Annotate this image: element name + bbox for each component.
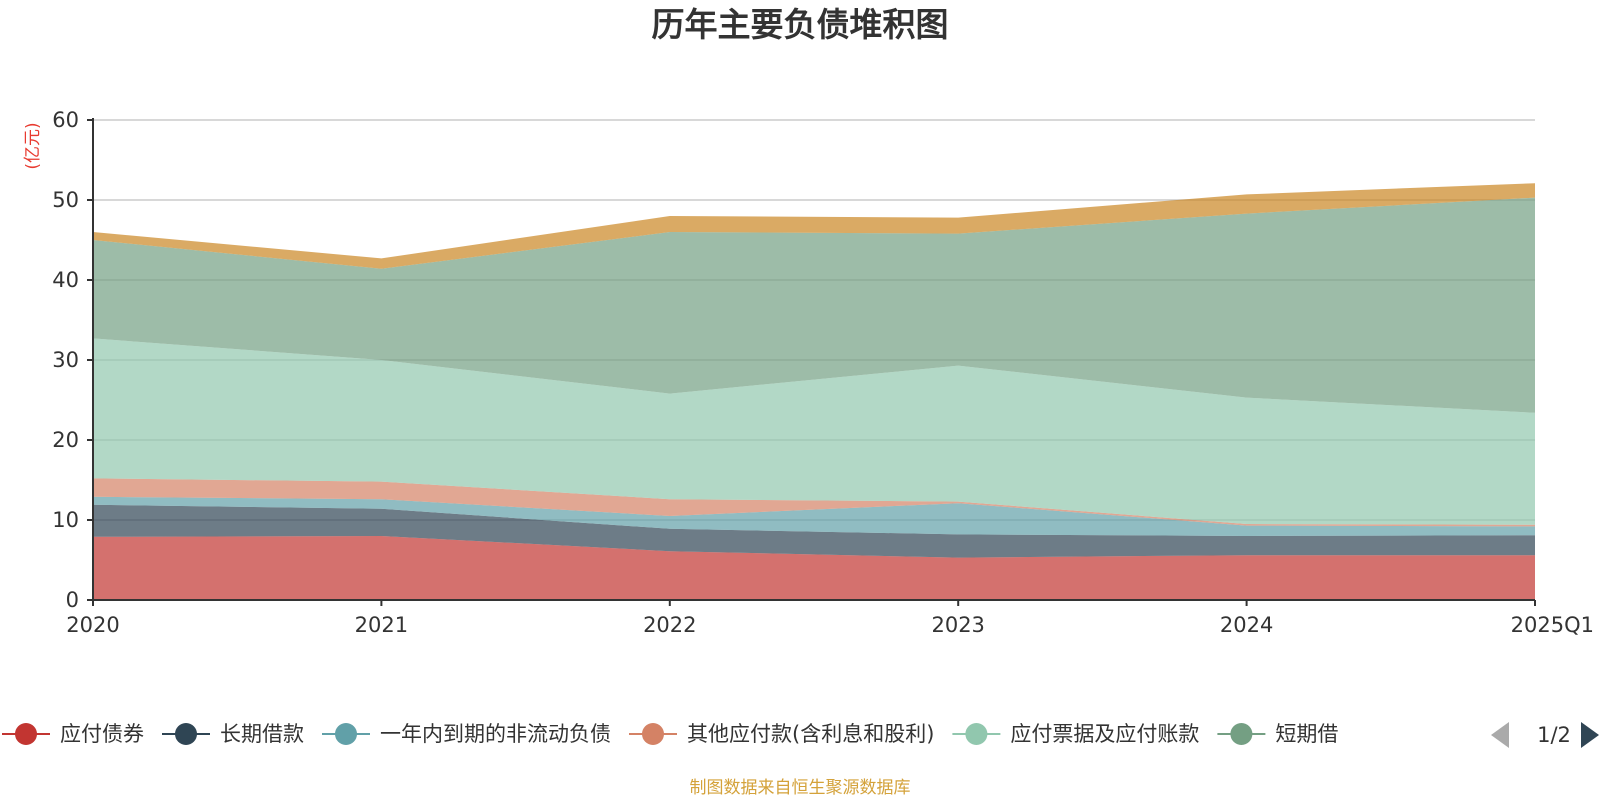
y-tick-label: 0 (66, 588, 79, 612)
y-tick-label: 50 (52, 188, 79, 212)
legend-marker (335, 723, 357, 745)
legend-label: 短期借 (1275, 722, 1338, 746)
legend-item[interactable]: 长期借款 (162, 722, 304, 746)
y-tick-label: 60 (52, 108, 79, 132)
area-series-group (93, 183, 1535, 600)
x-tick-label: 2024 (1220, 613, 1273, 637)
chart-title: 历年主要负债堆积图 (652, 5, 949, 44)
legend-item[interactable]: 应付票据及应付账款 (952, 722, 1199, 746)
legend-label: 应付票据及应付账款 (1010, 722, 1199, 746)
area-series-4 (93, 478, 1535, 527)
legend-next-page-icon[interactable] (1581, 722, 1599, 748)
area-series-1 (93, 536, 1535, 600)
source-note: 制图数据来自恒生聚源数据库 (690, 778, 911, 798)
x-tick-label: 2021 (355, 613, 408, 637)
legend-item[interactable]: 一年内到期的非流动负债 (322, 722, 611, 746)
area-series-2 (93, 504, 1535, 558)
area-series-5 (93, 338, 1535, 525)
legend-marker (642, 723, 664, 745)
axes: 0 10 20 30 40 50 60 2020 2021 2022 2023 2024 2025Q1 (52, 108, 1594, 637)
legend-pager: 1/2 (1491, 722, 1599, 748)
legend-marker (1230, 723, 1253, 745)
y-tick-label: 40 (52, 268, 79, 292)
area-series-7 (93, 183, 1535, 269)
legend-item[interactable]: 短期借 (1217, 722, 1338, 746)
legend-label: 一年内到期的非流动负债 (380, 722, 611, 746)
x-tick-label: 2025Q1 (1511, 613, 1594, 637)
legend-marker (965, 723, 988, 745)
legend-marker (15, 723, 37, 745)
legend: 应付债券 长期借款 一年内到期的非流动负债 其他应付款(含利息和股利) 应付票据及应付账… (2, 722, 1338, 746)
legend-prev-page-icon[interactable] (1491, 722, 1509, 748)
legend-item[interactable]: 其他应付款(含利息和股利) (629, 722, 934, 746)
legend-label: 长期借款 (220, 722, 304, 746)
y-tick-label: 30 (52, 348, 79, 372)
legend-label: 其他应付款(含利息和股利) (687, 722, 934, 746)
x-tick-label: 2020 (66, 613, 119, 637)
y-tick-label: 10 (52, 508, 79, 532)
x-tick-label: 2022 (643, 613, 696, 637)
x-tick-label: 2023 (931, 613, 984, 637)
legend-item[interactable]: 应付债券 (2, 722, 144, 746)
legend-marker (175, 723, 197, 745)
area-series-3 (93, 496, 1535, 536)
y-tick-label: 20 (52, 428, 79, 452)
area-series-6 (93, 197, 1535, 413)
legend-page-indicator: 1/2 (1537, 723, 1571, 747)
legend-label: 应付债券 (60, 722, 144, 746)
y-axis-unit-label: (亿元) (23, 122, 43, 169)
